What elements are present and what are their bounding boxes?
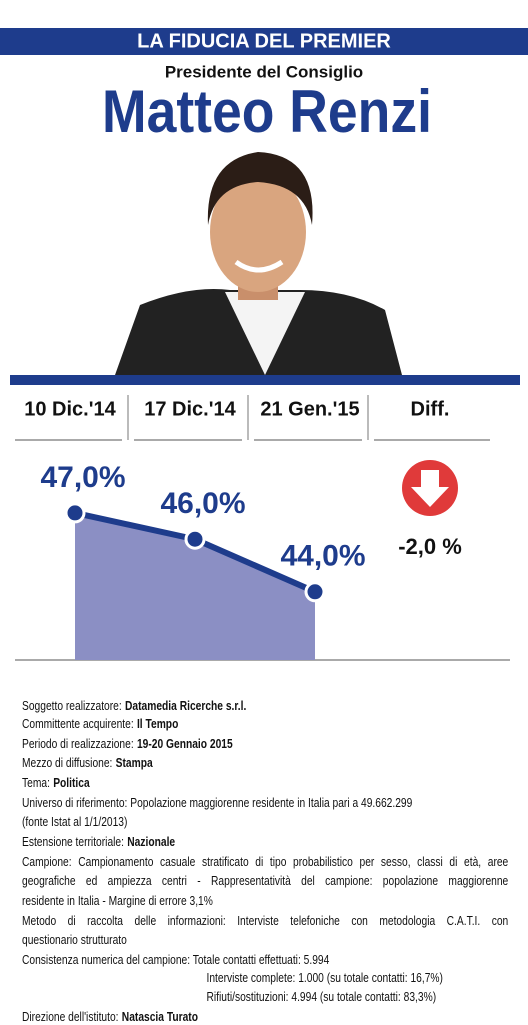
diff-header: Diff. xyxy=(411,398,450,420)
area xyxy=(75,512,315,660)
name: Matteo Renzi xyxy=(102,78,432,145)
note: questionario strutturato xyxy=(22,933,127,947)
note: Mezzo di diffusione: Stampa xyxy=(22,756,153,770)
diff-arrow xyxy=(411,470,449,507)
note: (fonte Istat al 1/1/2013) xyxy=(22,815,128,829)
value-label: 47,0% xyxy=(40,461,125,494)
note: Universo di riferimento: Popolazione mag… xyxy=(22,796,413,810)
x-tick-label: 10 Dic.'14 xyxy=(24,398,116,420)
title-bar xyxy=(0,28,528,55)
value-label: 44,0% xyxy=(280,540,365,573)
value-label: 46,0% xyxy=(160,487,245,520)
diff-label: -2,0 % xyxy=(398,534,462,559)
note: Campione: Campionamento casuale stratifi… xyxy=(22,855,509,869)
point xyxy=(64,502,86,524)
portrait xyxy=(115,152,402,375)
note: Direzione dell'istituto: Natascia Turato xyxy=(22,1010,198,1024)
note: Estensione territoriale: Nazionale xyxy=(22,835,176,849)
x-tick-label: 17 Dic.'14 xyxy=(144,398,236,420)
note: Interviste complete: 1.000 (su totale co… xyxy=(206,971,443,985)
note: residente in Italia - Margine di errore … xyxy=(22,894,213,908)
note: Consistenza numerica del campione: Total… xyxy=(22,953,330,967)
point xyxy=(304,581,326,603)
note: Committente acquirente: Il Tempo xyxy=(22,717,179,731)
header-bar xyxy=(10,375,520,385)
title: LA FIDUCIA DEL PREMIER xyxy=(137,30,391,52)
note: Tema: Politica xyxy=(22,776,90,790)
x-tick-label: 21 Gen.'15 xyxy=(260,398,359,420)
note: Soggetto realizzatore: Datamedia Ricerche… xyxy=(22,699,247,713)
note: Metodo di raccolta delle informazioni: I… xyxy=(22,914,509,928)
note: Rifiuti/sostituzioni: 4.994 (su totale c… xyxy=(206,990,437,1004)
point xyxy=(184,528,206,550)
note: geografiche ed ampiezza centri - Rappres… xyxy=(22,874,509,888)
subtitle: Presidente del Consiglio xyxy=(165,62,363,81)
note: Periodo di realizzazione: 19-20 Gennaio 2… xyxy=(22,737,233,751)
